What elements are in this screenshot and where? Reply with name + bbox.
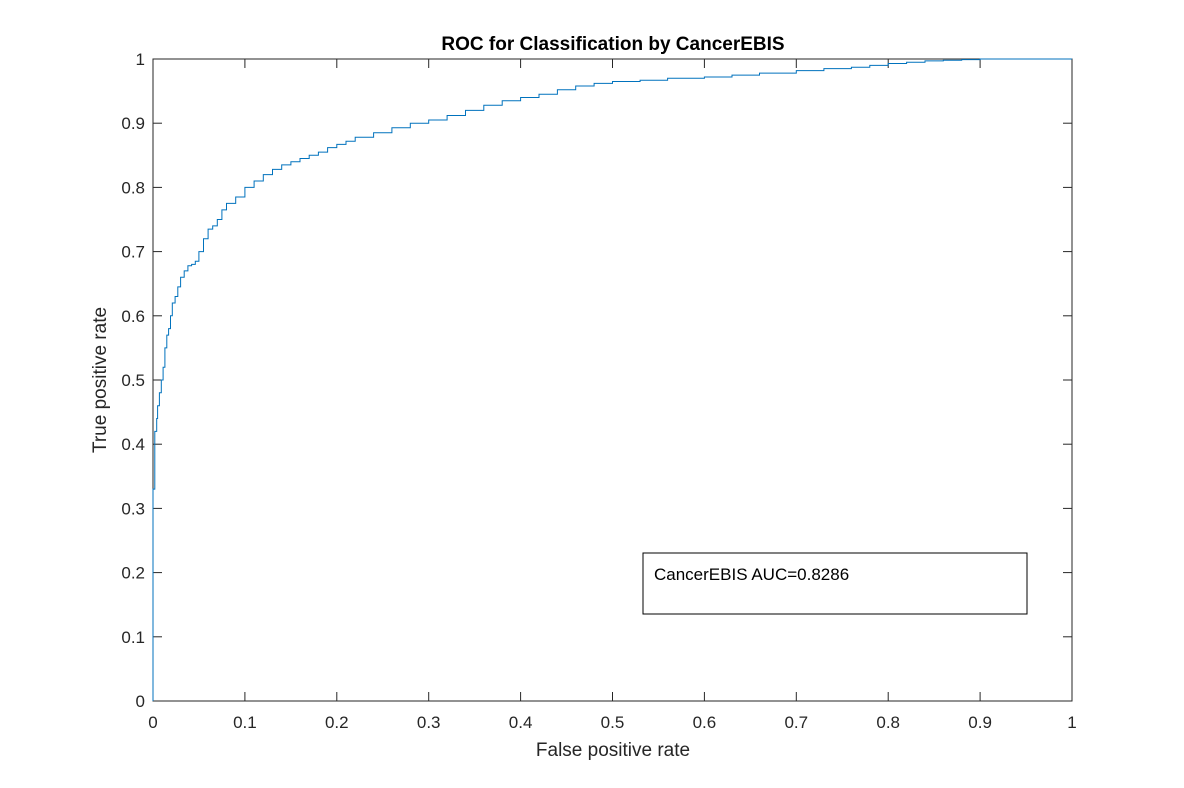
chart-title: ROC for Classification by CancerEBIS bbox=[441, 34, 784, 55]
x-tick-label: 0.1 bbox=[233, 713, 257, 732]
x-tick-label: 0 bbox=[148, 713, 157, 732]
y-tick-label: 0.6 bbox=[121, 307, 145, 326]
y-tick-label: 0.5 bbox=[121, 371, 145, 390]
x-axis-title: False positive rate bbox=[536, 740, 690, 761]
y-tick-label: 0.1 bbox=[121, 628, 145, 647]
y-tick-label: 0.9 bbox=[121, 114, 145, 133]
legend-entry-label: CancerEBIS AUC=0.8286 bbox=[654, 565, 849, 584]
y-axis-title: True positive rate bbox=[90, 307, 111, 453]
x-tick-label: 0.5 bbox=[601, 713, 625, 732]
y-axis: 0 0.1 0.2 0.3 0.4 0.5 0.6 0.7 0.8 0.9 1 bbox=[121, 50, 1072, 711]
y-tick-label: 0.7 bbox=[121, 243, 145, 262]
x-tick-label: 0.7 bbox=[784, 713, 808, 732]
y-tick-label: 0.3 bbox=[121, 499, 145, 518]
y-tick-label: 0 bbox=[136, 692, 145, 711]
legend: CancerEBIS AUC=0.8286 bbox=[642, 552, 1028, 615]
y-tick-label: 1 bbox=[136, 50, 145, 69]
roc-curve-line bbox=[152, 58, 1072, 701]
x-tick-label: 0.3 bbox=[417, 713, 441, 732]
x-tick-label: 0.6 bbox=[693, 713, 717, 732]
x-tick-label: 0.9 bbox=[968, 713, 992, 732]
y-tick-label: 0.2 bbox=[121, 564, 145, 583]
x-tick-label: 1 bbox=[1067, 713, 1076, 732]
x-tick-label: 0.2 bbox=[325, 713, 349, 732]
y-tick-label: 0.8 bbox=[121, 178, 145, 197]
x-tick-label: 0.8 bbox=[876, 713, 900, 732]
x-axis: 0 0.1 0.2 0.3 0.4 0.5 0.6 0.7 0.8 0.9 1 bbox=[148, 59, 1077, 732]
y-tick-label: 0.4 bbox=[121, 435, 145, 454]
x-tick-label: 0.4 bbox=[509, 713, 533, 732]
legend-box bbox=[642, 552, 1028, 615]
